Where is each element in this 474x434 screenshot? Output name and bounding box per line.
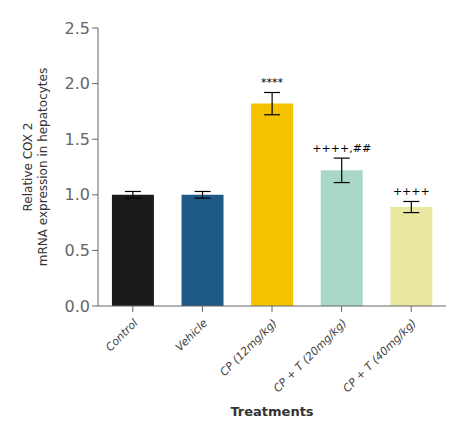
svg-text:Control: Control <box>103 317 140 354</box>
svg-text:CP (12mg/kg): CP (12mg/kg) <box>217 317 279 379</box>
svg-text:2.0: 2.0 <box>65 74 90 93</box>
svg-text:0.5: 0.5 <box>65 241 90 260</box>
svg-text:1.5: 1.5 <box>65 130 90 149</box>
svg-text:****: **** <box>261 76 284 89</box>
svg-text:CP + T (40mg/kg): CP + T (40mg/kg) <box>340 317 419 396</box>
svg-text:++++,##: ++++,## <box>312 142 371 155</box>
svg-text:2.5: 2.5 <box>65 19 90 38</box>
svg-text:Vehicle: Vehicle <box>173 316 210 353</box>
svg-text:Treatments: Treatments <box>230 404 313 419</box>
svg-text:Relative COX 2mRNA expression: Relative COX 2mRNA expression in hepatoc… <box>21 68 50 266</box>
svg-text:1.0: 1.0 <box>65 185 90 204</box>
svg-text:CP + T (20mg/kg): CP + T (20mg/kg) <box>271 317 350 396</box>
svg-text:++++: ++++ <box>393 185 430 198</box>
svg-text:0.0: 0.0 <box>65 297 90 316</box>
